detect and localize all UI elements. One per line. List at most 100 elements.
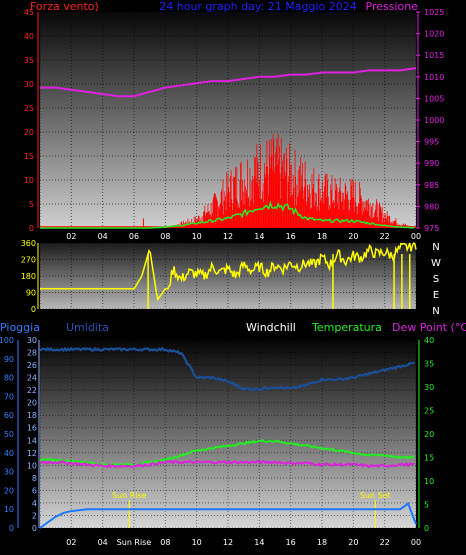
tick-label-right: 5 <box>424 501 429 510</box>
temperature-line <box>39 439 415 467</box>
tick-label-left: 0 <box>29 224 34 233</box>
tick-label-outer: 90 <box>4 355 14 364</box>
tick-label-inner: 16 <box>27 424 37 433</box>
bottom-grid <box>39 339 417 529</box>
tick-label-inner: 24 <box>27 374 37 383</box>
tick-label-outer: 20 <box>4 486 14 495</box>
tick-label-inner: 18 <box>27 411 37 420</box>
tick-label-inner: 6 <box>32 486 37 495</box>
tick-label-left: 180 <box>21 272 36 281</box>
tick-label-right: 1005 <box>424 94 444 103</box>
middle-series <box>40 242 417 309</box>
x-tick-label: 00 <box>411 232 421 241</box>
compass-label: S <box>433 274 439 285</box>
tick-label-inner: 30 <box>27 336 37 345</box>
tick-label-inner: 28 <box>27 349 37 358</box>
tick-label-left: 15 <box>24 152 34 161</box>
label-umidita: Umidita <box>66 321 109 334</box>
tick-label-left: 5 <box>29 200 34 209</box>
sunset-label: Sun Set <box>360 491 391 500</box>
tick-label-right: 980 <box>424 202 439 211</box>
x-tick-label: 22 <box>380 232 390 241</box>
middle-grid <box>39 242 417 310</box>
tick-label-right: 25 <box>424 407 434 416</box>
tick-label-right: 1000 <box>424 116 444 125</box>
average-wind-line <box>40 200 415 229</box>
tick-label-right: 35 <box>424 360 434 369</box>
tick-label-inner: 0 <box>32 524 37 533</box>
x-tick-label: 04 <box>98 538 108 547</box>
tick-label-inner: 14 <box>27 436 37 445</box>
compass-label: W <box>431 258 441 269</box>
x-tick-label: 10 <box>192 232 202 241</box>
x-tick-label: Sun Rise <box>117 538 152 547</box>
rain-line <box>39 501 417 529</box>
tick-label-inner: 2 <box>32 511 37 520</box>
top-right-label: Pressione <box>366 0 419 13</box>
x-tick-label: 16 <box>286 232 296 241</box>
x-tick-label: 06 <box>129 232 139 241</box>
tick-label-right: 1020 <box>424 30 444 39</box>
tick-label-inner: 12 <box>27 449 37 458</box>
tick-label-right: 15 <box>424 454 434 463</box>
tick-label-left: 90 <box>26 289 36 298</box>
top-series <box>40 67 417 229</box>
tick-label-right: 0 <box>424 524 429 533</box>
tick-label-inner: 8 <box>32 474 37 483</box>
tick-label-outer: 30 <box>4 468 14 477</box>
tick-label-right: 1015 <box>424 51 444 60</box>
tick-label-left: 25 <box>24 104 34 113</box>
x-tick-label: 20 <box>348 538 358 547</box>
sunrise-label: Sun Rise <box>112 491 147 500</box>
wind-direction-line <box>40 242 417 302</box>
tick-label-left: 35 <box>24 56 34 65</box>
x-tick-label: 02 <box>66 232 76 241</box>
x-tick-label: 18 <box>317 232 327 241</box>
x-tick-label: 14 <box>254 232 264 241</box>
tick-label-right: 30 <box>424 383 434 392</box>
x-tick-label: 08 <box>160 538 170 547</box>
tick-label-right: 985 <box>424 181 439 190</box>
x-tick-label: 22 <box>380 538 390 547</box>
tick-label-left: 20 <box>24 128 34 137</box>
tick-label-outer: 80 <box>4 374 14 383</box>
tick-label-right: 1010 <box>424 73 444 82</box>
top-left-label: Forza vento) <box>30 0 99 13</box>
tick-label-outer: 40 <box>4 449 14 458</box>
x-tick-label: 04 <box>98 232 108 241</box>
tick-label-right: 20 <box>424 430 434 439</box>
tick-label-right: 10 <box>424 477 434 486</box>
x-tick-label: 20 <box>348 232 358 241</box>
compass-label: N <box>432 242 439 253</box>
label-windchill: Windchill <box>246 321 296 334</box>
tick-label-left: 270 <box>21 256 36 265</box>
label-temperatura: Temperatura <box>311 321 382 334</box>
tick-label-left: 30 <box>24 80 34 89</box>
tick-label-inner: 20 <box>27 399 37 408</box>
top-title: 24 hour graph day: 21 Maggio 2024 <box>159 0 356 13</box>
tick-label-outer: 10 <box>4 505 14 514</box>
bottom-series: Sun Rise Sun Set <box>39 346 417 529</box>
x-tick-label: 12 <box>223 232 233 241</box>
compass-label: N <box>432 306 439 317</box>
tick-label-inner: 4 <box>32 499 37 508</box>
tick-label-outer: 70 <box>4 392 14 401</box>
x-tick-label: 18 <box>317 538 327 547</box>
x-tick-label: 12 <box>223 538 233 547</box>
top-axes: 0510152025303540459759809859909951000100… <box>24 8 445 241</box>
tick-label-outer: 60 <box>4 411 14 420</box>
tick-label-left: 360 <box>21 239 36 248</box>
tick-label-right: 995 <box>424 138 439 147</box>
tick-label-outer: 100 <box>0 336 14 345</box>
tick-label-left: 45 <box>24 8 34 17</box>
x-tick-label: 00 <box>411 538 421 547</box>
tick-label-left: 40 <box>24 32 34 41</box>
x-tick-label: 14 <box>254 538 264 547</box>
x-tick-label: 08 <box>160 232 170 241</box>
tick-label-left: 0 <box>31 305 36 314</box>
label-pioggia: Pioggia <box>0 321 40 334</box>
pressure-line <box>40 67 417 98</box>
compass-label: E <box>433 290 439 301</box>
